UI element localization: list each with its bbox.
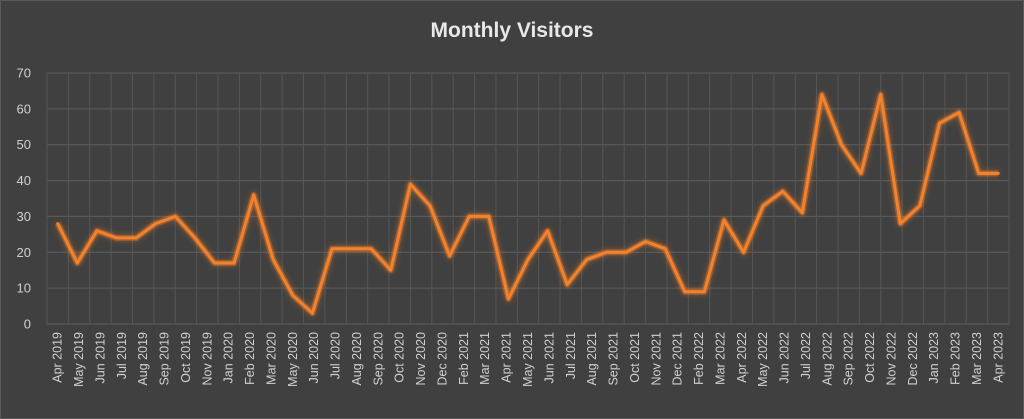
- x-tick-label: Oct 2020: [393, 332, 407, 383]
- y-tick-label: 40: [17, 173, 31, 188]
- x-tick-label: May 2021: [521, 332, 535, 387]
- x-tick-label: Oct 2022: [863, 332, 877, 383]
- x-tick-label: Jul 2022: [799, 332, 813, 379]
- x-tick-label: Aug 2020: [350, 332, 364, 386]
- x-tick-label: Oct 2021: [628, 332, 642, 383]
- x-tick-label: Apr 2022: [735, 332, 749, 383]
- x-tick-label: Mar 2020: [264, 332, 278, 385]
- x-tick-label: Jul 2020: [329, 332, 343, 379]
- x-tick-label: Sep 2020: [371, 332, 385, 386]
- x-tick-label: Jan 2020: [222, 332, 236, 383]
- x-tick-label: Feb 2023: [949, 332, 963, 385]
- x-tick-label: Apr 2019: [51, 332, 65, 383]
- series-line-glow: [55, 91, 999, 317]
- x-tick-label: May 2019: [72, 332, 86, 387]
- x-tick-label: Aug 2021: [585, 332, 599, 386]
- y-tick-label: 70: [17, 66, 31, 81]
- x-tick-label: Dec 2020: [435, 332, 449, 386]
- x-tick-label: May 2022: [756, 332, 770, 387]
- x-tick-label: Nov 2021: [649, 332, 663, 386]
- x-tick-label: Nov 2019: [200, 332, 214, 386]
- y-tick-label: 30: [17, 209, 31, 224]
- x-tick-label: Dec 2021: [671, 332, 685, 386]
- x-tick-label: Apr 2023: [991, 332, 1005, 383]
- x-axis: Apr 2019 May 2019 Jun 2019 Jul 2019 Aug 2019…: [51, 332, 1006, 387]
- y-tick-label: 10: [17, 281, 31, 296]
- x-tick-label: Mar 2022: [713, 332, 727, 385]
- y-tick-label: 50: [17, 137, 31, 152]
- x-tick-label: Jun 2022: [778, 332, 792, 383]
- x-tick-label: Sep 2019: [158, 332, 172, 386]
- series-layer: [55, 91, 1000, 317]
- x-tick-label: Jun 2021: [542, 332, 556, 383]
- x-tick-label: Feb 2020: [243, 332, 257, 385]
- x-tick-label: Sep 2021: [607, 332, 621, 386]
- x-tick-label: Jan 2023: [927, 332, 941, 383]
- y-tick-label: 20: [17, 245, 31, 260]
- x-tick-label: May 2020: [286, 332, 300, 387]
- x-tick-label: Oct 2019: [179, 332, 193, 383]
- x-tick-label: Nov 2020: [414, 332, 428, 386]
- x-tick-label: Apr 2021: [500, 332, 514, 383]
- x-tick-label: Aug 2019: [136, 332, 150, 386]
- y-tick-label: 0: [24, 317, 31, 332]
- x-tick-label: Jul 2019: [115, 332, 129, 379]
- series-line: [56, 93, 1000, 315]
- x-tick-label: Sep 2022: [842, 332, 856, 386]
- x-tick-label: Nov 2022: [884, 332, 898, 386]
- chart-title: Monthly Visitors: [430, 19, 594, 42]
- x-tick-label: Jun 2020: [307, 332, 321, 383]
- x-tick-label: Mar 2021: [478, 332, 492, 385]
- x-tick-label: Dec 2022: [906, 332, 920, 386]
- x-tick-label: Jun 2019: [93, 332, 107, 383]
- gridlines: [46, 72, 1010, 325]
- x-tick-label: Feb 2021: [457, 332, 471, 385]
- x-tick-label: Mar 2023: [970, 332, 984, 385]
- y-axis: 0 10 20 30 40 50 60 70: [17, 66, 31, 332]
- x-tick-label: Feb 2022: [692, 332, 706, 385]
- x-tick-label: Aug 2022: [820, 332, 834, 386]
- x-tick-label: Jul 2021: [564, 332, 578, 379]
- y-tick-label: 60: [17, 101, 31, 116]
